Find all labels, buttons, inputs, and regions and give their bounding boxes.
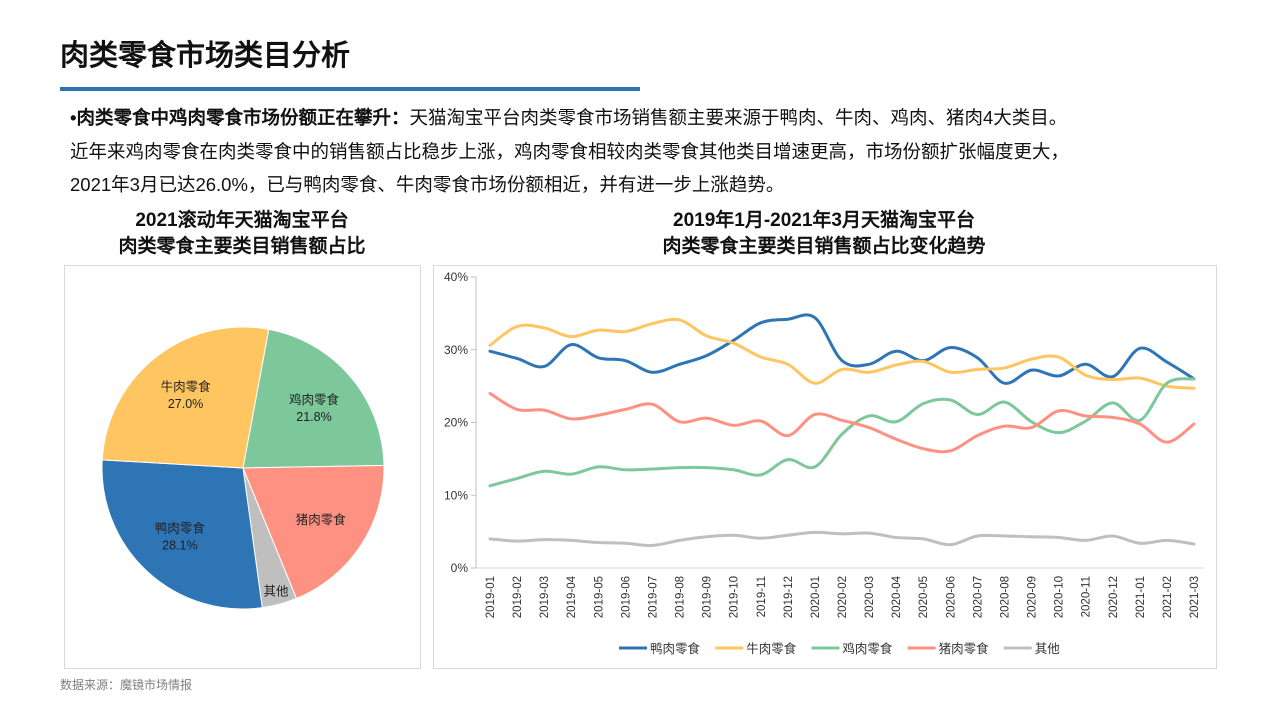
legend-item: 猪肉零食: [907, 641, 990, 656]
x-tick-label: 2019-04: [566, 575, 578, 618]
y-tick-label: 0%: [451, 561, 469, 575]
pie-label-name: 其他: [263, 585, 289, 599]
x-tick-label: 2021-02: [1162, 576, 1174, 618]
x-tick-label: 2019-11: [756, 576, 768, 617]
pie-chart-panel: 鸡肉零食 21.8% 猪肉零食其他 鸭肉零食 28.1% 牛肉零食 27.0%: [64, 265, 421, 669]
x-tick-label: 2020-08: [999, 576, 1011, 618]
legend-item: 其他: [1003, 642, 1061, 656]
pie-slice: [101, 326, 270, 469]
x-tick-label: 2021-01: [1135, 576, 1147, 618]
pie-title-line2: 肉类零食主要类目销售额占比: [118, 236, 366, 257]
pie-label-value: 28.1%: [162, 538, 197, 552]
title-underline: [60, 87, 640, 91]
legend-label: 其他: [1035, 642, 1061, 656]
legend-item: 鸭肉零食: [619, 641, 701, 656]
line-chart-panel: 0% 10% 20% 30% 40% 2019-01 2019-02 2019-03 2019-…: [433, 265, 1217, 669]
line-chart-title: 2019年1月-2021年3月天猫淘宝平台 肉类零食主要类目销售额占比变化趋势: [433, 208, 1215, 260]
pie-chart-title: 2021滚动年天猫淘宝平台 肉类零食主要类目销售额占比: [64, 208, 420, 260]
x-tick-label: 2019-05: [593, 576, 605, 618]
legend-label: 鸭肉零食: [650, 641, 701, 656]
pie-slice: [242, 328, 385, 469]
legend-item: 鸡肉零食: [811, 641, 893, 656]
pie-slice: [101, 459, 263, 610]
line-chart: 0% 10% 20% 30% 40% 2019-01 2019-02 2019-03 2019-…: [444, 270, 1204, 656]
pie-label-value: 21.8%: [296, 410, 331, 424]
x-tick-label: 2019-01: [485, 576, 497, 618]
x-tick-label: 2021-03: [1189, 576, 1201, 618]
legend-label: 猪肉零食: [939, 641, 990, 656]
y-tick-label: 10%: [444, 488, 468, 502]
pie-label-name: 鸭肉零食: [155, 520, 206, 535]
pie-label-name: 牛肉零食: [161, 379, 212, 394]
data-source: 数据来源：魔镜市场情报: [60, 678, 193, 692]
x-tick-label: 2020-03: [864, 576, 876, 618]
x-tick-label: 2020-02: [837, 576, 849, 618]
pie-title-line1: 2021滚动年天猫淘宝平台: [135, 210, 349, 231]
pie-label-value: 27.0%: [168, 397, 203, 411]
x-tick-label: 2020-10: [1054, 576, 1066, 618]
y-tick-label: 30%: [444, 343, 468, 357]
paragraph-line-3: 2021年3月已达26.0%，已与鸭肉零食、牛肉零食市场份额相近，并有进一步上涨…: [70, 174, 785, 195]
legend-label: 鸡肉零食: [842, 641, 893, 656]
pie-slice: [242, 464, 385, 600]
series-line-鸭肉零食: [488, 313, 1196, 385]
paragraph-line-2: 近年来鸡肉零食在肉类零食中的销售额占比稳步上涨，鸡肉零食相较肉类零食其他类目增速…: [70, 141, 1070, 162]
x-tick-label: 2019-03: [539, 576, 551, 618]
x-tick-label: 2020-04: [891, 575, 903, 618]
line-title-line1: 2019年1月-2021年3月天猫淘宝平台: [673, 210, 975, 231]
x-tick-label: 2020-07: [972, 576, 984, 618]
x-tick-label: 2019-07: [647, 576, 659, 618]
paragraph-line1-text: 天猫淘宝平台肉类零食市场销售额主要来源于鸭肉、牛肉、鸡肉、猪肉4大类目。: [409, 107, 1068, 128]
series-line-其他: [488, 530, 1196, 548]
line-title-line2: 肉类零食主要类目销售额占比变化趋势: [662, 236, 986, 257]
legend-item: 牛肉零食: [715, 641, 797, 656]
x-tick-label: 2020-09: [1027, 576, 1039, 618]
series-line-牛肉零食: [488, 317, 1196, 390]
x-tick-label: 2020-01: [810, 576, 822, 618]
x-tick-label: 2020-05: [918, 576, 930, 618]
y-tick-label: 40%: [444, 270, 468, 284]
x-tick-label: 2019-06: [620, 576, 632, 618]
paragraph-line-1: •肉类零食中鸡肉零食市场份额正在攀升：天猫淘宝平台肉类零食市场销售额主要来源于鸭…: [70, 101, 1230, 134]
legend-label: 牛肉零食: [746, 641, 797, 656]
x-tick-label: 2020-12: [1108, 576, 1120, 618]
pie-label-name: 猪肉零食: [296, 512, 347, 527]
page-title: 肉类零食市场类目分析: [60, 40, 351, 72]
series-line-猪肉零食: [488, 391, 1196, 454]
series-line-鸡肉零食: [488, 377, 1196, 488]
y-tick-label: 20%: [444, 416, 468, 430]
x-tick-label: 2020-11: [1081, 576, 1093, 617]
x-tick-label: 2020-06: [945, 576, 957, 618]
x-tick-label: 2019-12: [783, 576, 795, 618]
x-tick-label: 2019-10: [729, 576, 741, 618]
x-tick-label: 2019-09: [702, 576, 714, 618]
x-tick-label: 2019-08: [675, 576, 687, 618]
pie-label-name: 鸡肉零食: [289, 392, 340, 407]
paragraph-lead: •肉类零食中鸡肉零食市场份额正在攀升：: [70, 107, 410, 128]
x-tick-label: 2019-02: [512, 576, 524, 618]
